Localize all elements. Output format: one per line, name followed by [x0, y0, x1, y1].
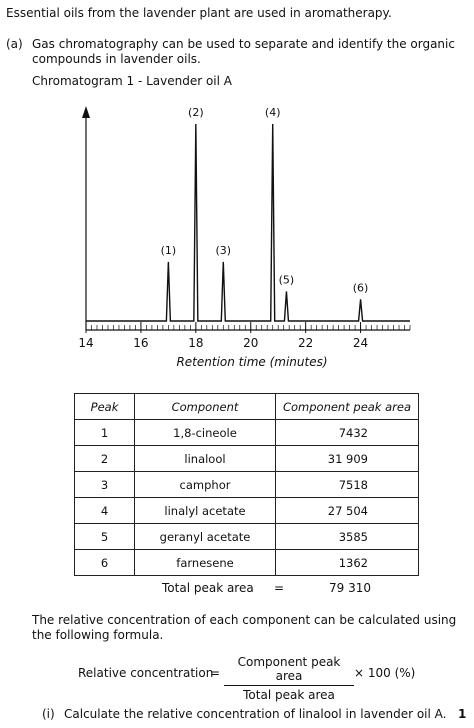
cell-peak: 1: [74, 419, 135, 446]
table-row: 1 1,8-cineole 7432: [74, 419, 419, 446]
cell-component: geranyl acetate: [134, 523, 276, 550]
chart-caption: Chromatogram 1 - Lavender oil A: [32, 74, 232, 88]
cell-peak: 3: [74, 471, 135, 498]
cell-area: 31 909: [275, 445, 419, 472]
fraction-bar: [224, 685, 354, 686]
components-table: Peak Component Component peak area 1 1,8…: [74, 393, 419, 576]
intro-text: Essential oils from the lavender plant a…: [6, 6, 392, 20]
header-peak: Peak: [74, 393, 135, 420]
formula-numerator: Component peak area: [237, 655, 341, 683]
peak-label: (5): [279, 273, 295, 286]
formula-times: × 100 (%): [354, 666, 416, 680]
cell-component: camphor: [134, 471, 276, 498]
total-peak-area-value: 79 310: [329, 581, 371, 595]
part-a-text-line2: compounds in lavender oils.: [32, 52, 201, 66]
formula-denominator: Total peak area: [243, 688, 335, 702]
table-header-row: Peak Component Component peak area: [74, 393, 419, 420]
peak-label: (6): [353, 281, 369, 294]
y-axis-arrow: [82, 106, 90, 118]
x-axis-title: Retention time (minutes): [176, 355, 327, 369]
part-a-text-line1: Gas chromatography can be used to separa…: [32, 37, 455, 51]
cell-peak: 4: [74, 497, 135, 524]
formula-fraction: Component peak area Total peak area: [224, 655, 354, 702]
cell-component: linalool: [134, 445, 276, 472]
table-row: 2 linalool 31 909: [74, 445, 419, 472]
question-i-text: Calculate the relative concentration of …: [64, 707, 447, 721]
chromatogram-trace: [86, 123, 410, 322]
formula-equals: =: [210, 666, 221, 680]
chromatogram-chart: 14 16 18 20 22 24 Retention time (minutes) (1) (…: [78, 106, 411, 369]
x-tick-label: 18: [188, 336, 203, 350]
formula-intro-line2: the following formula.: [32, 628, 164, 642]
x-tick-label: 22: [298, 336, 313, 350]
cell-area: 27 504: [275, 497, 419, 524]
cell-component: linalyl acetate: [134, 497, 276, 524]
peak-label: (1): [161, 244, 177, 257]
total-peak-area-label: Total peak area: [162, 581, 254, 595]
x-tick-label: 14: [78, 336, 93, 350]
total-equals: =: [274, 581, 285, 595]
x-tick-label: 20: [243, 336, 258, 350]
cell-component: farnesene: [134, 549, 276, 576]
cell-area: 7518: [275, 471, 419, 498]
table-row: 4 linalyl acetate 27 504: [74, 497, 419, 524]
question-i-marks: 1: [458, 707, 467, 721]
cell-component: 1,8-cineole: [134, 419, 276, 446]
table-row: 5 geranyl acetate 3585: [74, 523, 419, 550]
table-row: 6 farnesene 1362: [74, 549, 419, 576]
peak-label: (4): [265, 106, 281, 119]
header-peak-area: Component peak area: [275, 393, 419, 420]
question-i-label: (i): [42, 707, 55, 721]
cell-peak: 2: [74, 445, 135, 472]
part-a-label: (a): [6, 37, 23, 51]
peak-label: (2): [188, 106, 204, 119]
formula-lhs: Relative concentration: [78, 666, 214, 680]
cell-area: 3585: [275, 523, 419, 550]
table-row: 3 camphor 7518: [74, 471, 419, 498]
cell-area: 7432: [275, 419, 419, 446]
cell-area: 1362: [275, 549, 419, 576]
cell-peak: 5: [74, 523, 135, 550]
formula-intro-line1: The relative concentration of each compo…: [32, 613, 457, 627]
x-tick-label: 16: [133, 336, 148, 350]
x-tick-label: 24: [353, 336, 368, 350]
cell-peak: 6: [74, 549, 135, 576]
peak-label: (3): [215, 244, 231, 257]
header-component: Component: [134, 393, 276, 420]
